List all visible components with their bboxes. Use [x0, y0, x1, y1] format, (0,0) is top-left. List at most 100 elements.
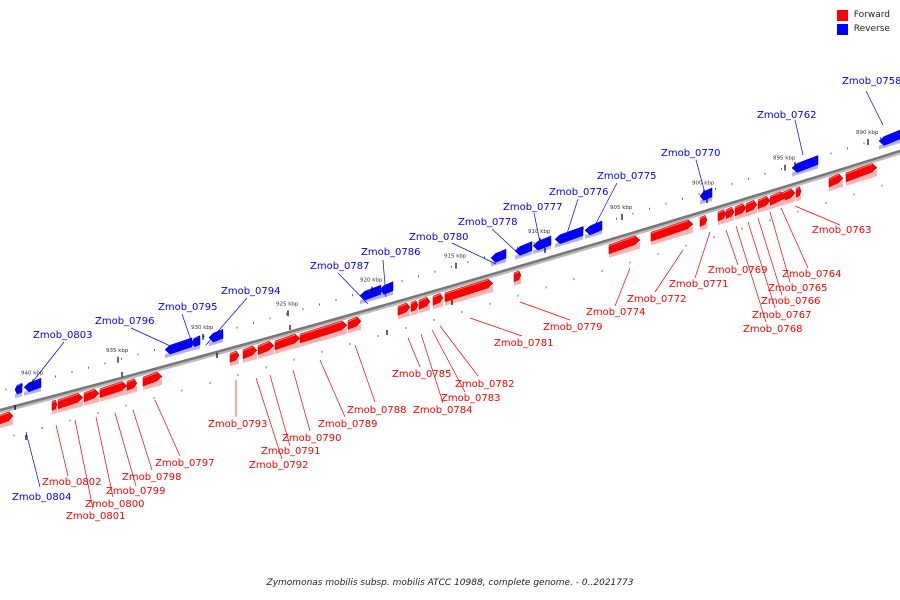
gene-box-body	[57, 392, 84, 410]
forward-gene-box	[126, 378, 138, 395]
gene-box-highlight	[410, 301, 417, 305]
gene-leader-line	[130, 327, 178, 350]
gene-box-highlight	[379, 282, 390, 287]
forward-gene-box	[699, 215, 708, 231]
gene-box-shadow	[433, 300, 443, 310]
reverse-gene-label: Zmob_0796	[95, 316, 155, 327]
forward-gene-box	[432, 293, 444, 310]
scale-label: 890 kbp	[856, 130, 879, 136]
gene-leader-line	[614, 267, 631, 307]
gene-leader-line	[865, 90, 884, 126]
gene-box-body	[242, 345, 258, 360]
gene-box-shadow	[735, 210, 746, 220]
gene-box-highlight	[513, 271, 520, 275]
gene-box-highlight	[878, 130, 896, 139]
reverse-gene-label: Zmob_0778	[458, 217, 518, 228]
gene-box-shadow	[143, 378, 162, 391]
reverse-gene-box	[359, 284, 382, 305]
forward-gene-label: Zmob_0763	[812, 225, 872, 236]
gene-box-shadow	[514, 277, 521, 286]
gene-box-highlight	[845, 163, 873, 175]
legend: Forward Reverse	[836, 8, 890, 36]
gene-box-body	[347, 316, 362, 330]
gene-leader-line	[769, 211, 791, 283]
gene-box-shadow	[651, 226, 693, 246]
gene-box-highlight	[795, 187, 800, 190]
forward-gene-label: Zmob_0791	[261, 446, 321, 457]
gene-leader-line	[420, 333, 444, 404]
gene-leader-line	[255, 377, 283, 460]
reverse-gene-box	[878, 129, 900, 150]
gene-box-body	[513, 270, 522, 283]
reverse-gene-label: Zmob_0777	[503, 202, 563, 213]
forward-gene-box	[99, 381, 128, 402]
gene-box-body	[717, 209, 727, 222]
gene-box-highlight	[584, 221, 598, 228]
gene-box-body	[532, 235, 552, 251]
gene-leader-line	[154, 399, 181, 457]
gene-box-body	[191, 335, 201, 348]
reverse-gene-box	[208, 328, 224, 347]
reverse-gene-box	[490, 248, 507, 267]
forward-gene-box	[781, 188, 796, 206]
legend-forward-label: Forward	[853, 10, 890, 20]
forward-gene-box	[650, 219, 694, 246]
reverse-gene-label: Zmob_0804	[12, 492, 72, 503]
gene-box-shadow	[100, 388, 127, 402]
forward-gene-label: Zmob_0793	[208, 419, 268, 430]
reverse-gene-box	[164, 337, 193, 359]
gene-box-body	[51, 399, 58, 411]
gene-box-shadow	[419, 304, 430, 314]
gene-box-highlight	[191, 336, 198, 340]
scale-label: 905 kbp	[610, 205, 633, 211]
gene-box-shadow	[746, 207, 757, 217]
forward-gene-label: Zmob_0800	[85, 499, 145, 510]
gene-leader-line	[735, 225, 767, 323]
gene-box-shadow	[230, 357, 239, 367]
genome-caption: Zymomonas mobilis subsp. mobilis ATCC 10…	[266, 578, 634, 588]
forward-gene-label: Zmob_0789	[318, 419, 378, 430]
legend-reverse: Reverse	[836, 22, 890, 36]
gene-box-body	[878, 129, 900, 146]
reverse-gene-label: Zmob_0762	[757, 110, 817, 121]
gene-box-body	[699, 215, 708, 227]
scale-label: 910 kbp	[528, 229, 551, 235]
forward-gene-box	[757, 195, 771, 213]
gene-leader-line	[407, 337, 421, 368]
scale-label: 900 kbp	[692, 180, 715, 186]
reverse-gene-label: Zmob_0776	[549, 187, 609, 198]
gene-box-highlight	[257, 341, 270, 348]
reverse-gene-box	[699, 187, 713, 205]
gene-box-shadow	[348, 323, 361, 334]
forward-gene-box	[608, 235, 641, 258]
gene-box-highlight	[514, 242, 528, 248]
gene-box-highlight	[51, 400, 56, 403]
gene-box-body	[795, 186, 802, 198]
genome-axis	[0, 149, 900, 412]
gene-box-shadow	[445, 285, 493, 306]
gene-box-body	[229, 350, 240, 363]
gene-box-highlight	[242, 346, 253, 352]
forward-gene-label: Zmob_0788	[347, 405, 407, 416]
scale-label: 940 kbp	[21, 370, 44, 376]
gene-box-highlight	[734, 204, 743, 209]
gene-box-body	[142, 371, 163, 387]
gene-box-highlight	[208, 329, 219, 335]
forward-gene-box	[0, 411, 14, 429]
forward-gene-box	[828, 173, 844, 192]
gene-leader-line	[794, 119, 804, 156]
gene-leader-line	[354, 344, 376, 403]
gene-box-shadow	[300, 327, 347, 347]
gene-box-body	[0, 411, 14, 425]
forward-gene-box	[717, 209, 727, 226]
gene-leader-line	[25, 431, 41, 488]
gene-box-highlight	[14, 383, 21, 387]
gene-box-body	[514, 241, 533, 256]
gene-box-highlight	[725, 207, 732, 212]
reverse-gene-box	[554, 226, 584, 248]
forward-gene-label: Zmob_0771	[669, 279, 729, 290]
reverse-gene-label: Zmob_0795	[158, 302, 218, 313]
forward-gene-label: Zmob_0782	[455, 379, 515, 390]
gene-box-highlight	[432, 293, 441, 298]
gene-box-shadow	[58, 400, 83, 413]
